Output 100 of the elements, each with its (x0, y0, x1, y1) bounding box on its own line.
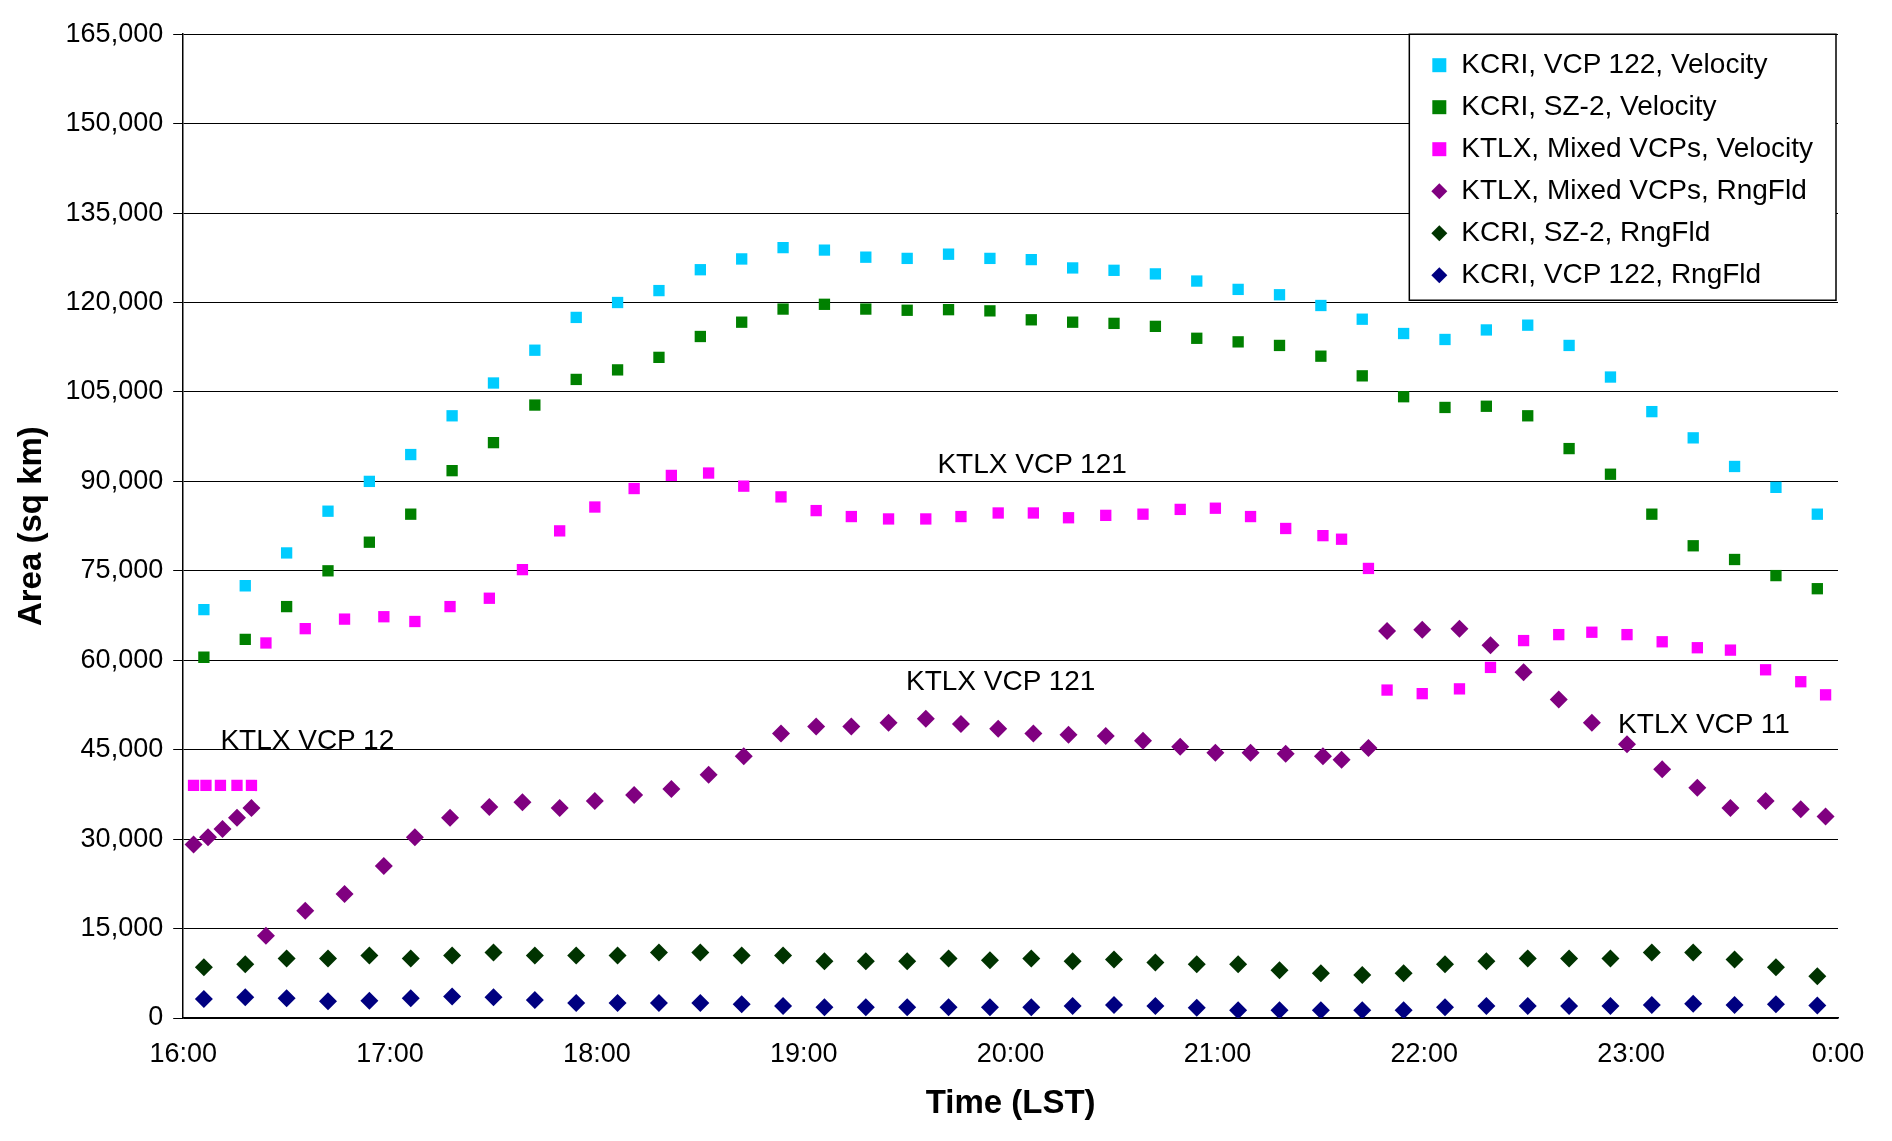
point (378, 611, 390, 623)
x-tick-label: 18:00 (563, 1037, 631, 1068)
point (1728, 460, 1741, 473)
point (1477, 952, 1496, 971)
point (942, 248, 955, 260)
point (845, 510, 857, 523)
point (1563, 339, 1575, 352)
y-tick-label: 135,000 (65, 196, 164, 227)
point (318, 992, 337, 1011)
point (1394, 1001, 1413, 1018)
point (360, 991, 379, 1010)
point (1646, 508, 1658, 520)
point (1022, 949, 1041, 968)
point (1229, 1001, 1248, 1018)
point (363, 475, 376, 488)
point (1311, 1001, 1330, 1018)
point (260, 637, 272, 649)
point (1687, 432, 1699, 444)
point (989, 719, 1008, 738)
point (1359, 738, 1378, 757)
point (1808, 967, 1827, 986)
y-tick-label: 120,000 (65, 285, 164, 316)
point (694, 330, 706, 343)
point (484, 943, 503, 962)
point (1171, 737, 1190, 756)
point (567, 946, 586, 965)
point (1653, 760, 1672, 779)
point (374, 856, 393, 875)
point (1811, 583, 1823, 595)
point (1517, 634, 1530, 647)
point (611, 296, 624, 309)
point (608, 946, 627, 965)
x-tick-label: 16:00 (149, 1037, 217, 1068)
point (1480, 400, 1493, 412)
y-tick-label: 45,000 (80, 733, 164, 764)
point (401, 949, 420, 968)
legend-label: KCRI, SZ-2, RngFld (1461, 215, 1711, 247)
point (198, 651, 210, 663)
x-tick-label: 23:00 (1597, 1037, 1665, 1068)
point (1439, 333, 1451, 346)
point (736, 253, 748, 265)
point (322, 565, 334, 577)
point (1397, 391, 1410, 403)
point (1025, 253, 1037, 266)
point (1378, 622, 1397, 641)
point (1191, 332, 1203, 344)
point (1563, 442, 1575, 455)
point (1642, 995, 1661, 1014)
point (554, 525, 566, 537)
point (901, 304, 913, 316)
point (1480, 324, 1493, 336)
point (879, 713, 898, 732)
point (732, 995, 751, 1014)
point (699, 765, 718, 784)
point (1439, 401, 1451, 414)
point (1435, 998, 1454, 1017)
point (570, 373, 582, 386)
point (1618, 735, 1637, 754)
point (1209, 502, 1222, 514)
point (856, 952, 875, 971)
point (1025, 314, 1037, 326)
point (691, 943, 710, 962)
point (980, 951, 999, 970)
point (898, 952, 917, 971)
point (1146, 997, 1165, 1016)
x-tick-label: 22:00 (1390, 1037, 1459, 1068)
x-tick-label: 20:00 (976, 1037, 1045, 1068)
point (227, 808, 246, 827)
point (777, 303, 789, 315)
point (1770, 569, 1782, 582)
point (920, 513, 932, 525)
point (322, 505, 334, 517)
point (1759, 664, 1772, 676)
point (1146, 953, 1165, 972)
y-tick-label: 105,000 (65, 375, 164, 406)
point (318, 949, 337, 968)
point (1273, 339, 1286, 352)
point (628, 482, 640, 495)
point (239, 580, 251, 592)
point (1687, 540, 1699, 552)
point (184, 835, 203, 854)
point (1646, 405, 1658, 418)
point (1435, 955, 1454, 974)
point (939, 998, 958, 1017)
point (213, 819, 232, 838)
point (1684, 943, 1703, 962)
point (1450, 619, 1469, 638)
point (441, 808, 460, 827)
point (734, 747, 753, 766)
point (1795, 676, 1807, 688)
point (194, 989, 213, 1008)
point (239, 633, 251, 646)
point (335, 884, 354, 903)
point (1484, 661, 1497, 674)
x-tick-label: 21:00 (1183, 1037, 1252, 1068)
point (487, 436, 500, 449)
point (1108, 264, 1120, 276)
point (665, 469, 678, 482)
point (405, 828, 424, 847)
point (1601, 949, 1620, 968)
